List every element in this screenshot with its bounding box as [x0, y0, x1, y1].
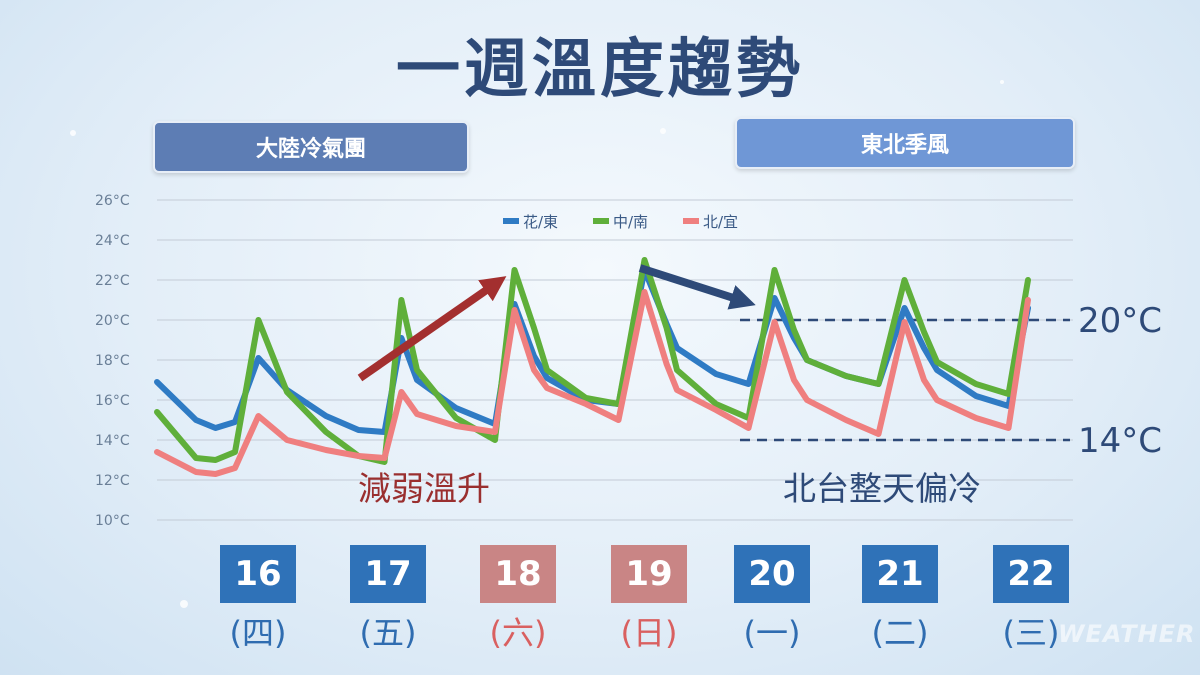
reference-label: 14°C: [1078, 421, 1162, 461]
day-of-week-label: (四): [229, 614, 287, 652]
y-tick-label: 14°C: [95, 433, 130, 449]
annotation-warming: 減弱溫升: [358, 469, 490, 508]
page-title: 一週溫度趨勢: [396, 33, 804, 107]
legend-swatch: [683, 218, 699, 224]
y-tick-label: 26°C: [95, 193, 130, 209]
banner-northeast-monsoon: 東北季風: [735, 117, 1075, 169]
legend-label: 花/東: [523, 213, 558, 231]
day-of-week-label: (三): [1002, 614, 1060, 652]
date-box: 22: [993, 545, 1069, 603]
cooling-arrow: [638, 264, 756, 310]
warming-arrow: [357, 276, 507, 382]
snowflake: [1000, 80, 1004, 84]
series-line: [154, 257, 1031, 465]
date-box: 19: [611, 545, 687, 603]
y-tick-label: 22°C: [95, 273, 130, 289]
y-tick-label: 10°C: [95, 513, 130, 529]
date-box: 16: [220, 545, 296, 603]
watermark: WEATHER: [1058, 620, 1196, 648]
legend-label: 北/宜: [703, 213, 738, 231]
day-of-week-label: (五): [359, 614, 417, 652]
legend-label: 中/南: [613, 213, 648, 231]
y-tick-label: 18°C: [95, 353, 130, 369]
date-box: 18: [480, 545, 556, 603]
snowflake: [180, 600, 188, 608]
y-tick-label: 12°C: [95, 473, 130, 489]
date-box: 20: [734, 545, 810, 603]
day-of-week-label: (一): [743, 614, 801, 652]
legend-swatch: [503, 218, 519, 224]
y-tick-label: 16°C: [95, 393, 130, 409]
banner-cold-air-mass: 大陸冷氣團: [153, 121, 469, 173]
legend-swatch: [593, 218, 609, 224]
annotation-cold: 北台整天偏冷: [783, 469, 981, 508]
date-box: 21: [862, 545, 938, 603]
day-of-week-label: (六): [489, 614, 547, 652]
day-of-week-label: (二): [871, 614, 929, 652]
snowflake: [70, 130, 76, 136]
reference-label: 20°C: [1078, 301, 1162, 341]
date-box: 17: [350, 545, 426, 603]
y-tick-label: 24°C: [95, 233, 130, 249]
snowflake: [660, 128, 666, 134]
day-of-week-label: (日): [620, 614, 678, 652]
series-line: [154, 289, 1031, 477]
y-tick-label: 20°C: [95, 313, 130, 329]
